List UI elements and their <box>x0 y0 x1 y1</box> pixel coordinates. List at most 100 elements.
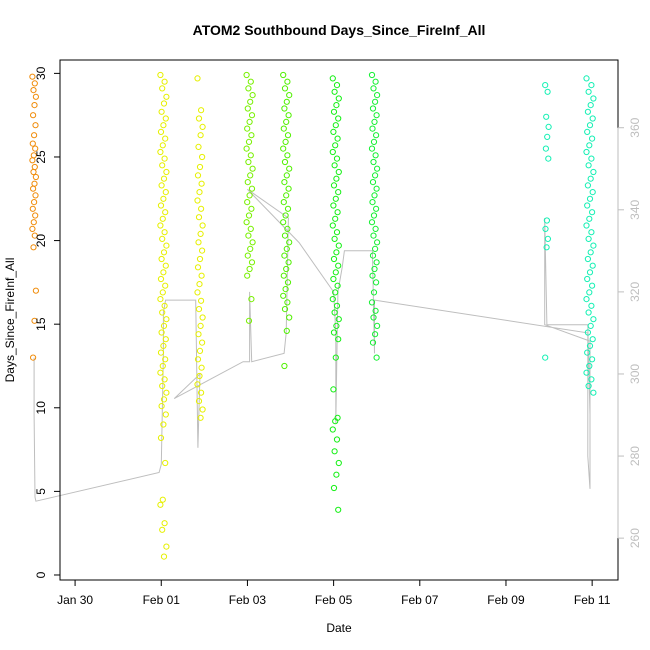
data-point <box>369 179 377 186</box>
data-point <box>159 85 166 92</box>
data-point <box>286 165 293 172</box>
data-point <box>194 356 202 363</box>
data-point <box>163 389 170 396</box>
data-point <box>159 526 166 533</box>
data-point <box>586 342 594 349</box>
data-point <box>248 185 256 192</box>
data-point <box>589 262 596 269</box>
data-point <box>589 209 596 216</box>
data-point <box>160 396 168 403</box>
data-point <box>333 229 341 236</box>
data-point <box>247 152 254 159</box>
data-point <box>244 252 251 259</box>
data-point <box>160 322 168 329</box>
data-point <box>198 272 205 279</box>
data-point <box>32 93 40 100</box>
data-point <box>331 162 338 169</box>
data-point <box>369 272 376 279</box>
data-point <box>330 182 338 189</box>
data-point <box>590 316 597 323</box>
data-point <box>281 85 289 92</box>
data-point <box>281 232 289 239</box>
data-point <box>369 252 377 259</box>
data-point <box>332 418 339 425</box>
data-point <box>29 205 36 212</box>
x-axis: Jan 30 Feb 01 Feb 03 Feb 05 Feb 07 Feb 09 Feb … <box>57 579 611 607</box>
data-point <box>372 78 379 85</box>
data-point <box>371 118 378 126</box>
data-point <box>586 142 593 149</box>
data-point <box>373 259 380 266</box>
series-flight-feb04 <box>280 71 293 370</box>
data-point <box>588 229 595 236</box>
data-point <box>162 209 169 216</box>
data-point <box>284 132 292 139</box>
data-point <box>333 436 341 443</box>
data-point <box>159 309 166 316</box>
data-point <box>195 115 203 122</box>
data-point <box>587 102 594 109</box>
data-point <box>162 135 169 142</box>
data-point <box>586 362 593 370</box>
data-point <box>369 125 376 132</box>
data-point <box>333 302 341 309</box>
data-point <box>245 138 253 145</box>
data-points-layer <box>29 71 597 560</box>
data-point <box>247 172 254 179</box>
y2-tick-label: 360 <box>628 117 642 137</box>
data-point <box>29 112 37 119</box>
data-point <box>199 339 206 346</box>
data-point <box>370 289 378 296</box>
data-point <box>335 242 342 249</box>
data-point <box>159 235 166 242</box>
data-point <box>372 225 379 232</box>
y2-tick-label: 280 <box>628 446 642 466</box>
data-point <box>589 189 596 196</box>
data-point <box>30 87 37 94</box>
data-point <box>161 78 168 85</box>
data-point <box>157 275 165 283</box>
data-point <box>31 80 38 87</box>
data-point <box>368 219 376 226</box>
data-point <box>373 205 380 212</box>
data-point <box>158 403 165 410</box>
data-point <box>248 296 255 303</box>
data-point <box>374 92 381 99</box>
y-tick-label: 30 <box>34 66 48 80</box>
data-point <box>199 406 206 413</box>
data-point <box>157 349 165 356</box>
data-point <box>329 148 336 156</box>
data-point <box>542 82 549 89</box>
data-point <box>163 93 170 100</box>
data-point <box>161 155 168 162</box>
data-point <box>31 180 38 187</box>
data-point <box>281 252 288 259</box>
y2-tick-label: 320 <box>628 282 642 302</box>
data-point <box>583 75 590 82</box>
data-point <box>334 209 341 216</box>
data-point <box>542 145 550 152</box>
data-point <box>159 142 166 149</box>
data-point <box>198 364 205 371</box>
data-point <box>160 122 167 129</box>
data-point <box>585 382 592 390</box>
data-point <box>284 225 291 232</box>
data-point <box>284 205 292 212</box>
data-point <box>331 235 338 242</box>
x-tick-label: Feb 09 <box>487 593 525 607</box>
data-point <box>162 189 169 196</box>
y-tick-label: 20 <box>34 234 48 248</box>
data-point <box>161 520 168 527</box>
data-point <box>372 245 379 252</box>
data-point <box>585 235 592 242</box>
y-tick-label: 25 <box>34 150 48 164</box>
data-point <box>196 281 203 288</box>
x-tick-label: Feb 03 <box>229 593 267 607</box>
data-point <box>284 152 291 159</box>
data-point <box>331 309 338 316</box>
data-point <box>543 113 550 120</box>
x-axis-label: Date <box>326 621 352 635</box>
data-point <box>589 356 596 363</box>
data-point <box>283 172 290 179</box>
data-point <box>583 148 590 156</box>
